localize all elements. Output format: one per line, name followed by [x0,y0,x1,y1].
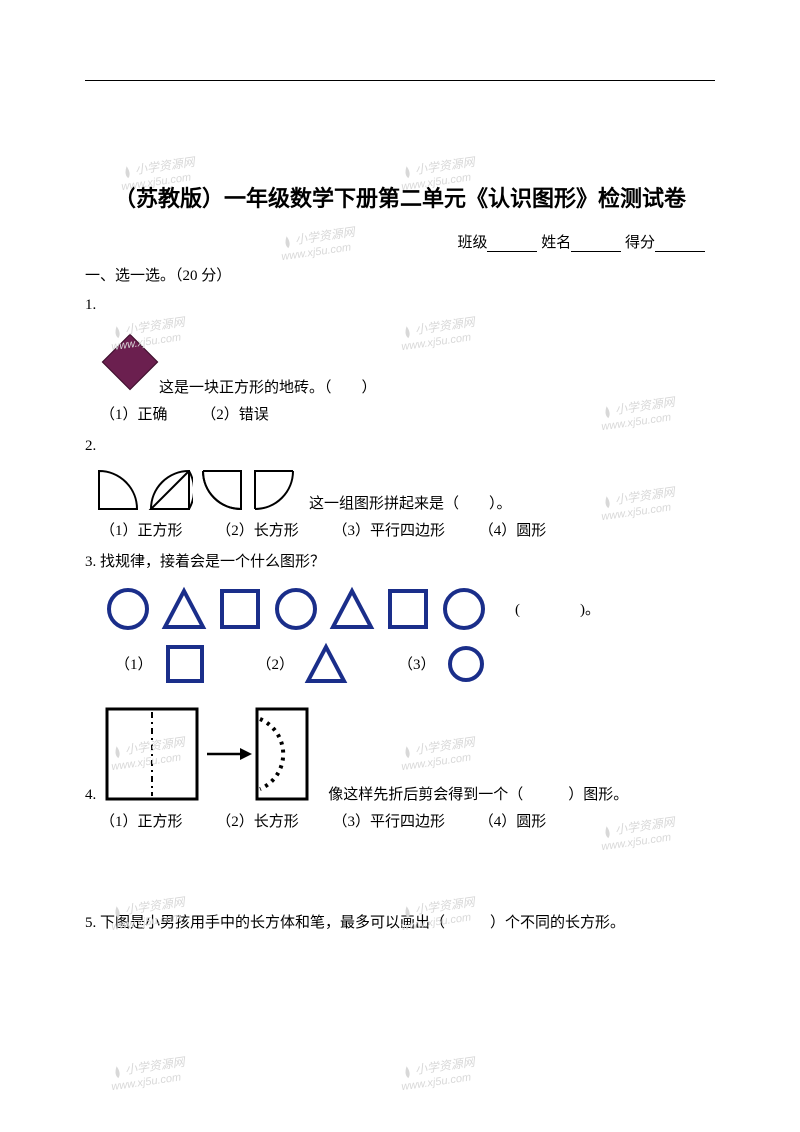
square-icon [217,586,263,632]
q2-opt3: （3）平行四边形 [333,523,446,539]
q4-num: 4. [85,787,96,804]
q3-row: 3. 找规律，接着会是一个什么图形？ [85,550,715,576]
name-blank [571,236,621,252]
section-1-title: 一、选一选。（20 分） [85,264,715,285]
q5-text: 下图是小男孩用手中的长方体和笔，最多可以画出（ ）个不同的长方形。 [100,915,625,931]
quarter-shape-4-icon [251,467,297,513]
header-info: 班级 姓名 得分 [85,231,715,252]
q1-diamond-wrap [85,327,155,397]
q3-text: 找规律，接着会是一个什么图形？ [100,554,325,570]
q3-c1-label: （1） [115,653,153,674]
q3-c2-label: （2） [257,653,295,674]
q4-opt2: （2）长方形 [216,814,299,830]
q1-opt1: （1）正确 [100,407,168,423]
page-title: （苏教版）一年级数学下册第二单元《认识图形》检测试卷 [85,181,715,213]
q3-choices: （1） （2） （3） [115,642,715,686]
q2-opt1: （1）正方形 [100,523,183,539]
q1-figure-row: 这是一块正方形的地砖。（ ） [85,327,715,397]
score-blank [655,236,705,252]
q2-num: 2. [85,434,715,460]
q1-num: 1. [85,293,715,319]
triangle-icon [304,642,348,686]
quarter-shape-1-icon [95,467,141,513]
fold-cut-icon [102,704,322,804]
q3-pattern: ( )。 [105,586,715,632]
top-divider [85,80,715,81]
square-icon [385,586,431,632]
circle-icon [105,586,151,632]
q2-text: 这一组图形拼起来是（ ）。 [309,492,512,513]
q4-opt1: （1）正方形 [100,814,183,830]
q1-options: （1）正确 （2）错误 [85,403,715,424]
square-icon [163,642,207,686]
class-label: 班级 [457,235,487,251]
q3-tail: ( )。 [515,598,600,619]
triangle-icon [329,586,375,632]
q2-opt2: （2）长方形 [216,523,299,539]
name-label: 姓名 [541,235,571,251]
circle-icon [441,586,487,632]
q2-opt4: （4）圆形 [479,523,547,539]
q4-options: （1）正方形 （2）长方形 （3）平行四边形 （4）圆形 [85,810,715,831]
q3-choice-2: （2） [257,642,349,686]
quarter-shape-3-icon [199,467,245,513]
quarter-shape-2-icon [147,467,193,513]
q4-opt4: （4）圆形 [479,814,547,830]
q4-row: 4. 像这样先折后剪会得到一个（ ）图形。 [85,704,715,804]
q2-shapes: 这一组图形拼起来是（ ）。 [95,467,715,513]
q4-text: 像这样先折后剪会得到一个（ ）图形。 [328,783,628,804]
circle-icon [273,586,319,632]
score-label: 得分 [625,235,655,251]
q3-choice-1: （1） [115,642,207,686]
circle-icon [446,644,486,684]
q3-choice-3: （3） [398,644,486,684]
q1-opt2: （2）错误 [201,407,269,423]
q1-text: 这是一块正方形的地砖。（ ） [159,376,377,397]
q3-num: 3. [85,554,96,570]
q5-row: 5. 下图是小男孩用手中的长方体和笔，最多可以画出（ ）个不同的长方形。 [85,911,715,937]
q2-options: （1）正方形 （2）长方形 （3）平行四边形 （4）圆形 [85,519,715,540]
watermark-icon: 小学资源网www.xj5u.com [398,1055,477,1093]
watermark-icon: 小学资源网www.xj5u.com [108,1055,187,1093]
q4-opt3: （3）平行四边形 [333,814,446,830]
q5-num: 5. [85,915,96,931]
triangle-icon [161,586,207,632]
class-blank [487,236,537,252]
diamond-icon [102,333,159,390]
q3-c3-label: （3） [398,653,436,674]
